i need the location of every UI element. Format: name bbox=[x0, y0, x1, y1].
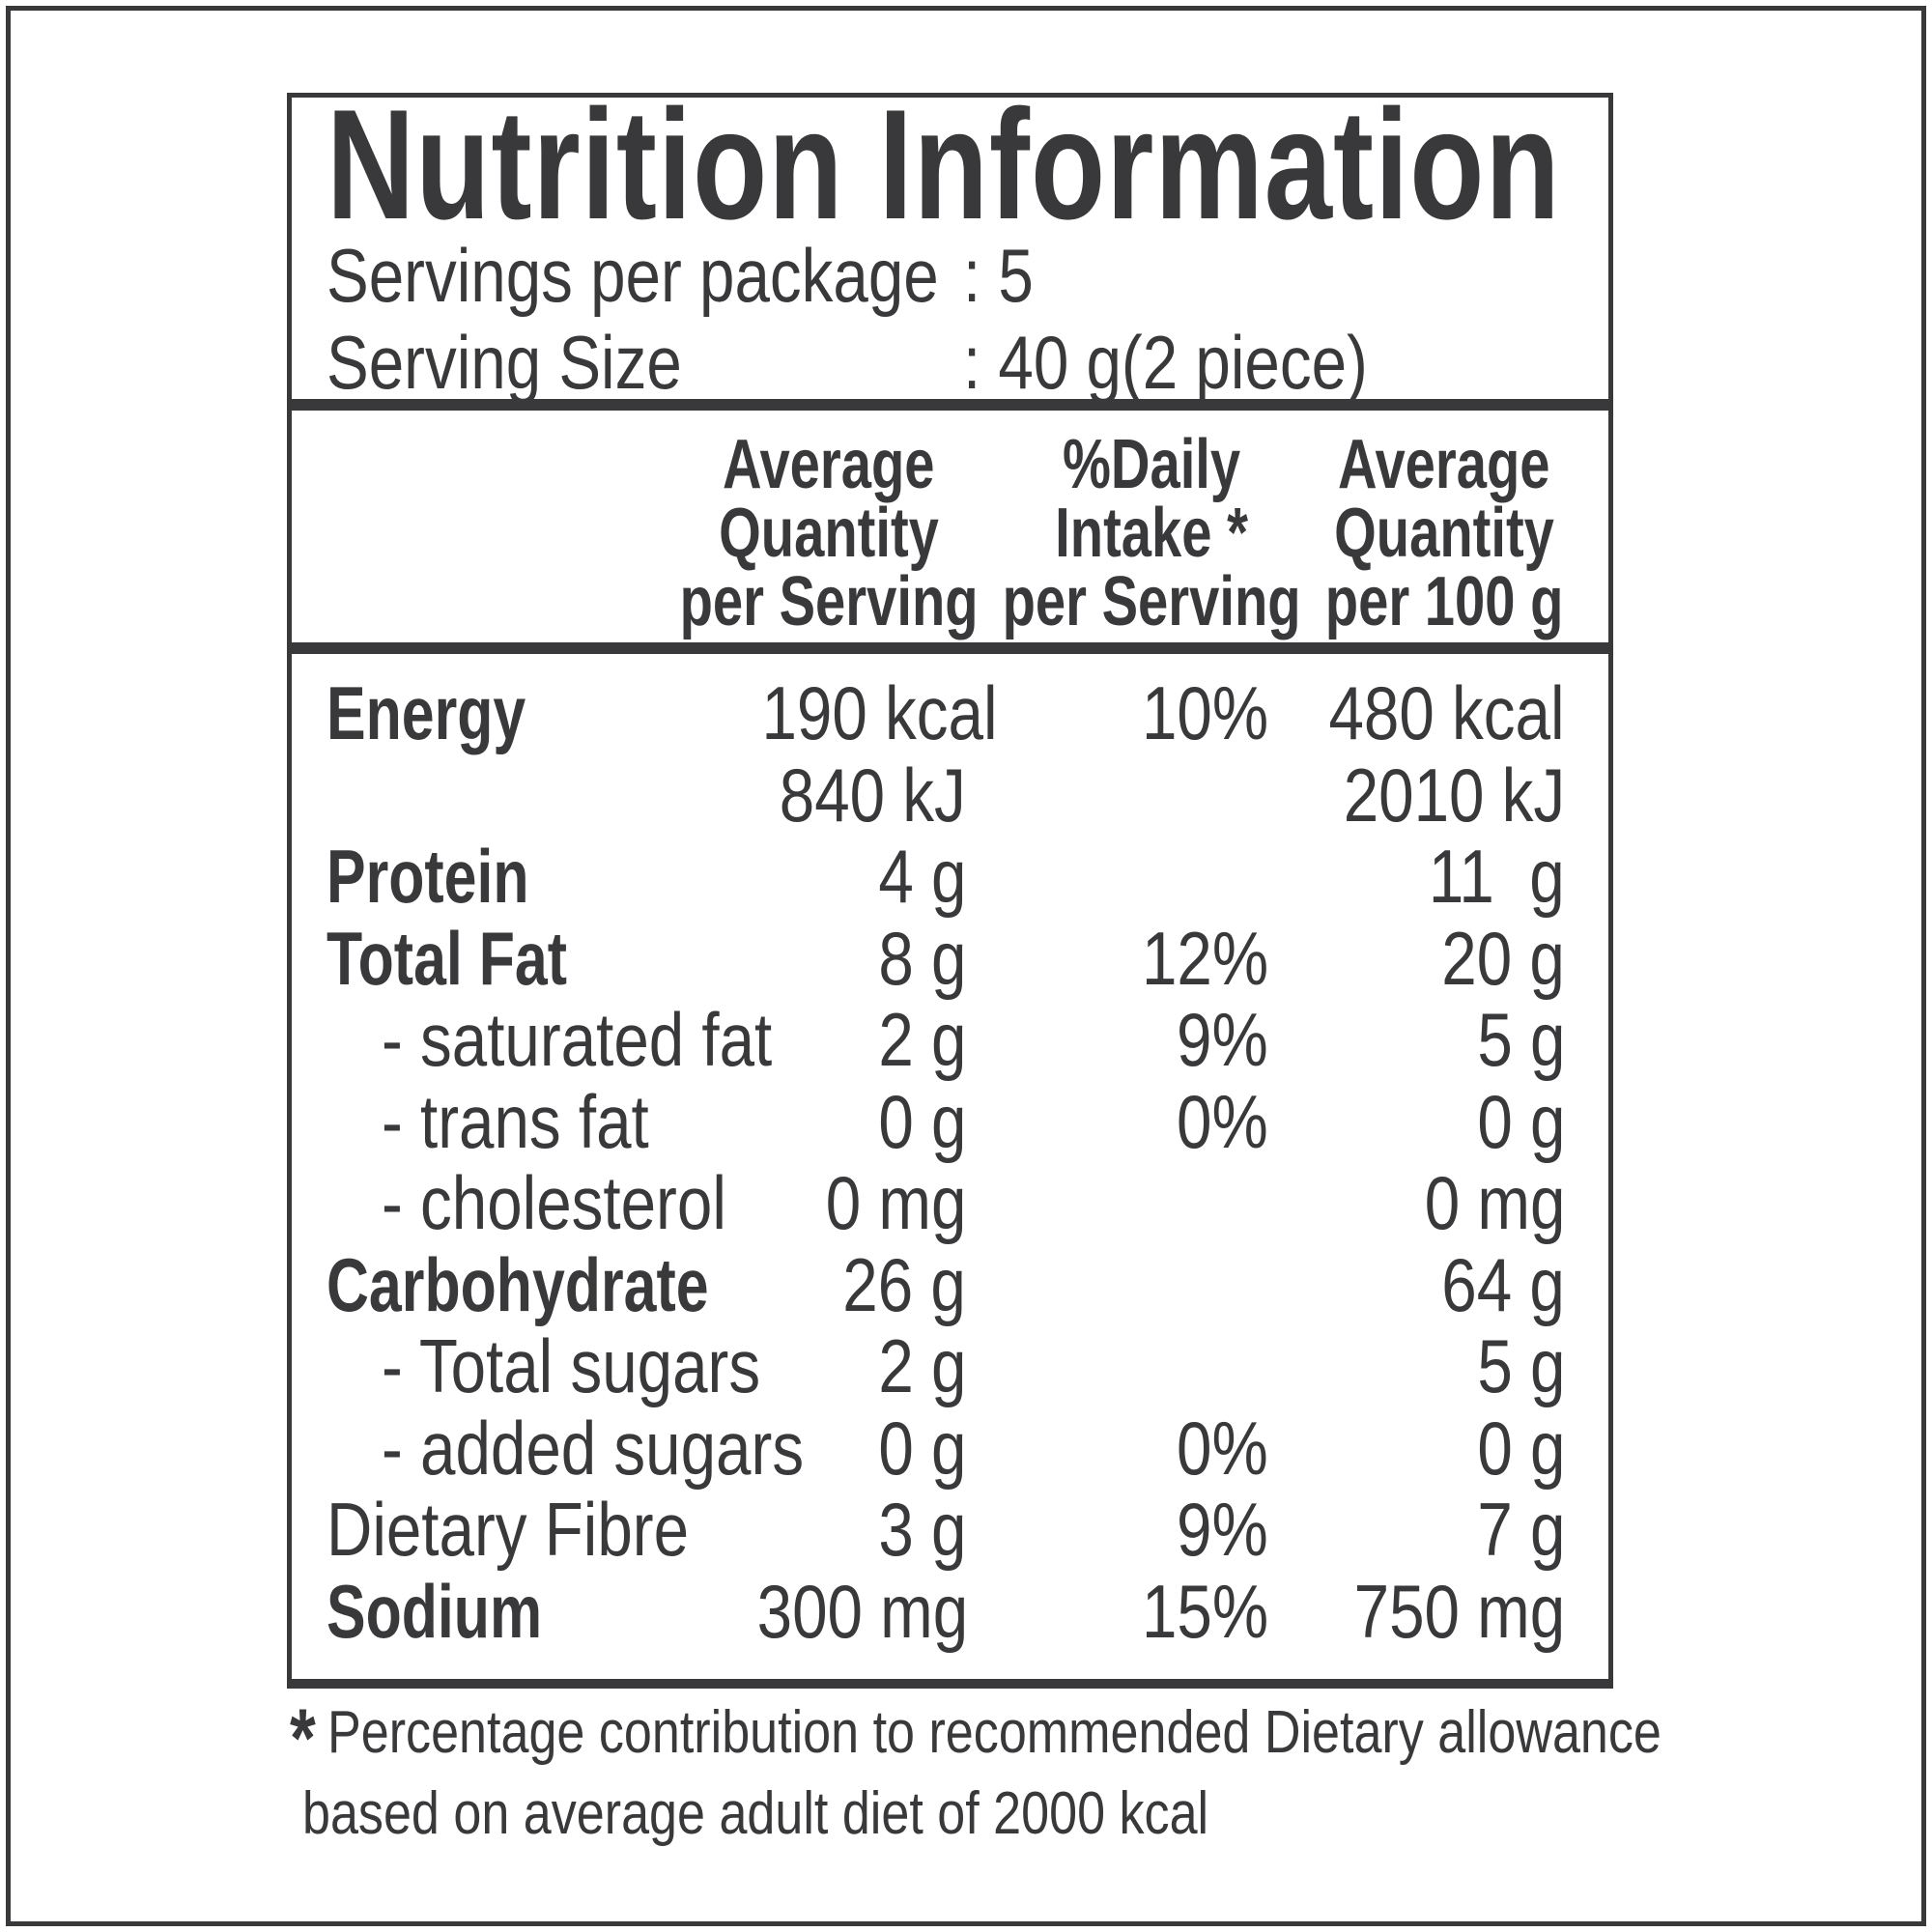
table-row-total-fat: Total Fat 8 g 12% 20 g bbox=[292, 915, 1608, 1001]
header-line: per Serving bbox=[1002, 563, 1301, 640]
daily-intake-value: 12% bbox=[1141, 915, 1268, 1001]
daily-intake-value: 0% bbox=[1177, 1405, 1268, 1491]
serving-size-value: : 40 g(2 piece) bbox=[963, 320, 1368, 405]
serving-size-label: Serving Size bbox=[327, 320, 682, 405]
per-100g-value: 750 mg bbox=[1353, 1568, 1565, 1654]
nutrient-label: - Total sugars bbox=[382, 1323, 761, 1408]
daily-intake-value bbox=[966, 1162, 1268, 1244]
per-serving-value: 0 g bbox=[877, 1405, 966, 1491]
daily-intake-value: 9% bbox=[1177, 1487, 1268, 1572]
nutrient-label: Energy bbox=[327, 670, 526, 755]
table-row-saturated-fat: - saturated fat 2 g 9% 5 g bbox=[292, 999, 1608, 1081]
per-100g-value: 20 g bbox=[1441, 915, 1565, 1001]
servings-per-package-value: : 5 bbox=[963, 233, 1034, 318]
per-serving-value: 0 g bbox=[877, 1078, 966, 1164]
header-line: Average bbox=[723, 426, 935, 503]
per-100g-value: 480 kcal bbox=[1328, 670, 1565, 755]
nutrient-label: Total Fat bbox=[327, 915, 567, 1001]
daily-intake-value bbox=[966, 836, 1268, 918]
table-row-carbohydrate: Carbohydrate 26 g 64 g bbox=[292, 1241, 1608, 1327]
nutrient-label bbox=[292, 754, 717, 837]
table-row-energy-kj: 840 kJ 2010 kJ bbox=[292, 752, 1608, 838]
per-100g-value: 5 g bbox=[1476, 997, 1565, 1082]
servings-per-package-label: Servings per package bbox=[327, 233, 939, 318]
per-100g-value: 11 g bbox=[1429, 834, 1565, 919]
nutrient-label: - saturated fat bbox=[382, 997, 773, 1082]
per-serving-value: 300 mg bbox=[756, 1568, 969, 1654]
daily-intake-value bbox=[966, 1325, 1268, 1407]
daily-intake-value: 15% bbox=[1141, 1568, 1268, 1654]
daily-intake-value: 9% bbox=[1177, 997, 1268, 1082]
header-line: per 100 g bbox=[1324, 563, 1564, 640]
per-100g-value: 0 g bbox=[1476, 1078, 1565, 1164]
per-100g-value: 0 g bbox=[1476, 1405, 1565, 1491]
nutrient-label: Sodium bbox=[327, 1568, 543, 1654]
nutrient-label: - trans fat bbox=[382, 1078, 649, 1164]
footnote-line-2: based on average adult diet of 2000 kcal bbox=[302, 1780, 1209, 1847]
column-header-avg-quantity-per-100g: Average Quantity per 100 g bbox=[1251, 426, 1637, 640]
header-line: %Daily bbox=[1062, 426, 1241, 503]
table-row-total-sugars: - Total sugars 2 g 5 g bbox=[292, 1325, 1608, 1407]
column-header-avg-quantity-per-serving: Average Quantity per Serving bbox=[636, 426, 1022, 640]
per-100g-value: 0 mg bbox=[1424, 1160, 1565, 1245]
nutrient-label: Dietary Fibre bbox=[327, 1487, 690, 1572]
table-row-added-sugars: - added sugars 0 g 0% 0 g bbox=[292, 1405, 1608, 1491]
per-serving-value: 190 kcal bbox=[761, 670, 998, 755]
daily-intake-value bbox=[966, 754, 1268, 837]
per-serving-value: 2 g bbox=[877, 997, 966, 1082]
panel-title: Nutrition Information bbox=[327, 77, 1561, 252]
footnote: * Percentage contribution to recommended … bbox=[290, 1692, 1758, 1855]
nutrient-label: Carbohydrate bbox=[327, 1241, 709, 1327]
header-line: Quantity bbox=[1334, 495, 1554, 572]
asterisk-marker: * bbox=[290, 1692, 316, 1785]
per-serving-value: 4 g bbox=[877, 834, 966, 919]
table-row-sodium: Sodium 300 mg 15% 750 mg bbox=[292, 1568, 1608, 1654]
per-100g-value: 64 g bbox=[1441, 1241, 1565, 1327]
daily-intake-value: 0% bbox=[1177, 1078, 1268, 1164]
header-line: Intake * bbox=[1055, 495, 1248, 572]
serving-size-row: Serving Size : 40 g(2 piece) bbox=[327, 319, 1608, 406]
per-100g-value: 7 g bbox=[1476, 1487, 1565, 1572]
divider-above-header bbox=[292, 399, 1608, 411]
per-100g-value: 2010 kJ bbox=[1343, 752, 1565, 838]
per-serving-value: 840 kJ bbox=[779, 752, 966, 838]
per-serving-value: 26 g bbox=[842, 1241, 966, 1327]
table-row-cholesterol: - cholesterol 0 mg 0 mg bbox=[292, 1162, 1608, 1244]
table-row-energy: Energy 190 kcal 10% 480 kcal bbox=[292, 672, 1608, 754]
nutrition-panel: Nutrition Information Servings per packa… bbox=[287, 87, 1613, 1689]
nutrient-label: Protein bbox=[327, 834, 529, 919]
table-row-dietary-fibre: Dietary Fibre 3 g 9% 7 g bbox=[292, 1489, 1608, 1571]
per-serving-value: 8 g bbox=[877, 915, 966, 1001]
per-100g-value: 5 g bbox=[1476, 1323, 1565, 1408]
nutrient-label: - cholesterol bbox=[382, 1160, 726, 1245]
header-line: per Serving bbox=[679, 563, 979, 640]
header-line: Average bbox=[1338, 426, 1550, 503]
header-line: Quantity bbox=[719, 495, 939, 572]
daily-intake-value bbox=[966, 1244, 1268, 1326]
panel-title-line: Nutrition Information bbox=[327, 77, 1909, 252]
table-row-trans-fat: - trans fat 0 g 0% 0 g bbox=[292, 1078, 1608, 1164]
footnote-line-1: * Percentage contribution to recommended … bbox=[290, 1692, 1662, 1785]
column-header-daily-intake-per-serving: %Daily Intake * per Serving bbox=[958, 426, 1345, 640]
per-serving-value: 0 mg bbox=[825, 1160, 966, 1245]
divider-below-header bbox=[292, 642, 1608, 654]
servings-per-package-row: Servings per package : 5 bbox=[327, 232, 1608, 319]
table-body: Energy 190 kcal 10% 480 kcal 840 kJ 2010… bbox=[292, 672, 1608, 1652]
per-serving-value: 3 g bbox=[877, 1487, 966, 1572]
table-row-protein: Protein 4 g 11 g bbox=[292, 836, 1608, 918]
nutrient-label: - added sugars bbox=[382, 1405, 805, 1491]
per-serving-value: 2 g bbox=[877, 1323, 966, 1408]
daily-intake-value: 10% bbox=[1141, 670, 1268, 755]
